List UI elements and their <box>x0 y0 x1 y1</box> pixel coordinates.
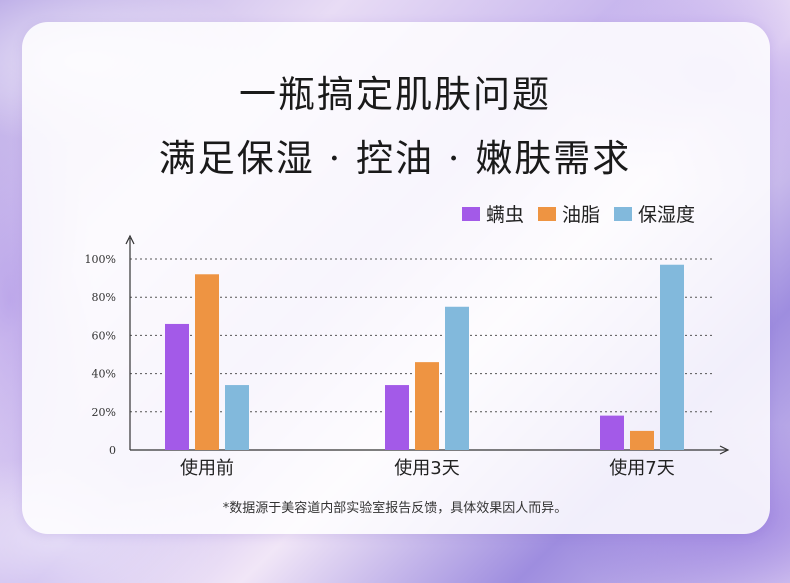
legend-label-oil: 油脂 <box>562 204 601 226</box>
bar-moisture <box>660 264 684 450</box>
x-category-label: 使用3天 <box>394 458 459 479</box>
legend-item-oil: 油脂 <box>538 200 600 227</box>
bar-oil <box>195 274 219 450</box>
subheadline: 满足保湿 · 控油 · 嫩肤需求 <box>158 137 632 180</box>
legend-label-mites: 螨虫 <box>486 204 525 226</box>
legend-swatch-mites <box>462 206 480 221</box>
y-tick-label: 20% <box>92 406 116 419</box>
x-category-label: 使用前 <box>180 458 234 479</box>
legend-item-moisture: 保湿度 <box>614 200 695 227</box>
y-tick-label: 100% <box>85 253 116 266</box>
x-axis-arrow <box>719 445 730 455</box>
bar-oil <box>415 362 439 450</box>
y-tick-label: 40% <box>92 368 116 381</box>
legend-swatch-oil <box>538 206 557 221</box>
y-tick-label: 60% <box>92 329 116 342</box>
footnote: *数据源于美容道内部实验室报告反馈，具体效果因人而异。 <box>222 501 568 516</box>
bar-mites <box>600 415 624 450</box>
legend-swatch-moisture <box>614 206 633 221</box>
y-tick-label: 0 <box>109 444 116 457</box>
bar-mites <box>165 323 189 450</box>
legend-label-moisture: 保湿度 <box>638 204 696 226</box>
x-category-label: 使用7天 <box>609 458 674 479</box>
y-tick-label: 80% <box>92 291 116 304</box>
headline: 一瓶搞定肌肤问题 <box>239 73 551 116</box>
y-axis-arrow <box>125 234 135 245</box>
bar-moisture <box>225 385 249 450</box>
bar-mites <box>385 385 409 450</box>
bar-oil <box>630 430 654 450</box>
bar-moisture <box>445 306 469 450</box>
legend: 螨虫 油脂 保湿度 <box>462 200 695 227</box>
legend-item-mites: 螨虫 <box>462 200 524 227</box>
